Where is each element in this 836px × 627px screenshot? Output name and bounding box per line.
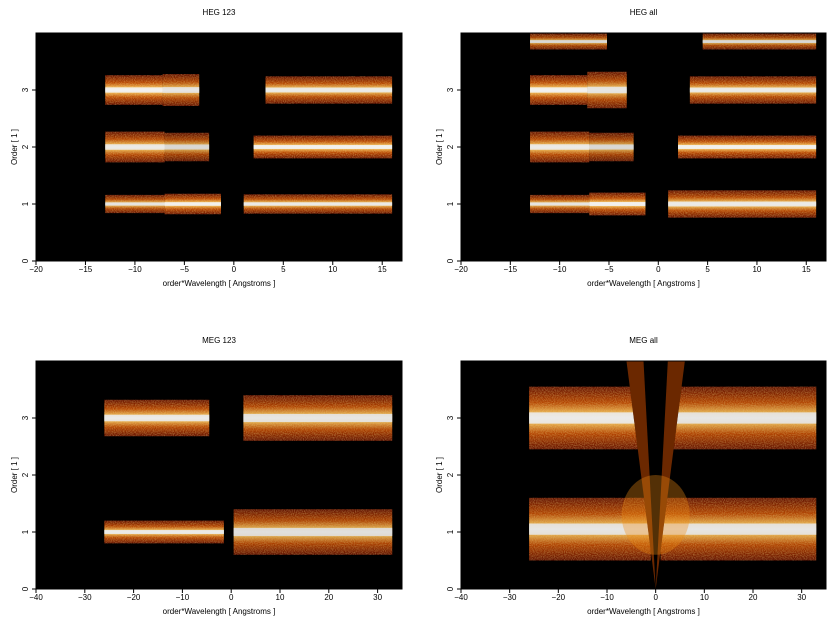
band-segment bbox=[678, 135, 817, 159]
band-segment bbox=[265, 76, 393, 104]
band-segment bbox=[233, 509, 393, 555]
x-tick-label: −10 bbox=[128, 265, 142, 274]
x-axis-label: order*Wavelength [ Angstroms ] bbox=[163, 279, 276, 288]
x-tick-label: 15 bbox=[378, 265, 387, 274]
band-segment bbox=[105, 194, 165, 214]
band-segment bbox=[253, 135, 393, 159]
y-tick-label: 0 bbox=[446, 258, 455, 263]
band-segment bbox=[589, 132, 634, 162]
band-segment bbox=[530, 194, 590, 214]
band-segment bbox=[530, 33, 607, 50]
x-tick-label: 30 bbox=[797, 593, 806, 602]
band-segment bbox=[702, 33, 817, 50]
x-tick-label: 0 bbox=[229, 593, 234, 602]
y-tick-label: 0 bbox=[21, 258, 30, 263]
chart-title: HEG all bbox=[630, 8, 658, 17]
band-segment bbox=[668, 190, 817, 218]
band-segment bbox=[243, 194, 393, 214]
x-axis-label: order*Wavelength [ Angstroms ] bbox=[587, 279, 700, 288]
x-tick-label: −20 bbox=[127, 593, 141, 602]
chart-title: MEG 123 bbox=[202, 336, 236, 345]
y-tick-label: 2 bbox=[21, 144, 30, 149]
band-segment bbox=[530, 131, 590, 163]
y-axis-label: Order [ 1 ] bbox=[435, 457, 444, 493]
y-tick-label: 3 bbox=[446, 415, 455, 420]
y-tick-label: 0 bbox=[446, 586, 455, 591]
x-tick-label: −30 bbox=[78, 593, 92, 602]
chart-panel-4: −40 −30 −20 −10 0 10 20 30 0 1 2 3 MEG all order*Wave… bbox=[435, 336, 827, 616]
x-tick-label: −30 bbox=[503, 593, 517, 602]
x-axis-label: order*Wavelength [ Angstroms ] bbox=[163, 607, 276, 616]
x-tick-label: −10 bbox=[553, 265, 567, 274]
band-segment bbox=[104, 399, 210, 437]
x-tick-label: 10 bbox=[328, 265, 337, 274]
x-tick-label: −10 bbox=[176, 593, 190, 602]
x-tick-label: −5 bbox=[180, 265, 190, 274]
band-segment bbox=[105, 75, 163, 105]
y-tick-label: 1 bbox=[21, 529, 30, 534]
y-tick-label: 3 bbox=[21, 415, 30, 420]
chart-title: HEG 123 bbox=[203, 8, 236, 17]
band-segment bbox=[660, 497, 817, 561]
y-tick-label: 2 bbox=[446, 144, 455, 149]
x-tick-label: −20 bbox=[29, 265, 43, 274]
x-tick-label: 0 bbox=[653, 593, 658, 602]
x-tick-label: 0 bbox=[232, 265, 237, 274]
y-tick-label: 3 bbox=[446, 87, 455, 92]
x-tick-label: −15 bbox=[79, 265, 93, 274]
y-tick-label: 3 bbox=[21, 87, 30, 92]
band-segment bbox=[105, 131, 165, 163]
y-axis-label: Order [ 1 ] bbox=[10, 457, 19, 493]
band-segment bbox=[529, 497, 651, 561]
x-tick-label: 10 bbox=[700, 593, 709, 602]
x-tick-label: −20 bbox=[552, 593, 566, 602]
chart-panel-2: −20 −15 −10 −5 0 5 10 15 0 1 2 3 HEG all order*Wavele… bbox=[435, 8, 827, 288]
x-tick-label: −5 bbox=[604, 265, 614, 274]
y-axis-label: Order [ 1 ] bbox=[10, 129, 19, 165]
x-tick-label: 10 bbox=[752, 265, 761, 274]
x-tick-label: 5 bbox=[281, 265, 286, 274]
x-tick-label: 5 bbox=[705, 265, 710, 274]
band-segment bbox=[660, 386, 817, 450]
x-tick-label: −20 bbox=[454, 265, 468, 274]
band-segment bbox=[529, 386, 651, 450]
y-tick-label: 1 bbox=[21, 201, 30, 206]
x-tick-label: −15 bbox=[504, 265, 518, 274]
x-tick-label: −40 bbox=[29, 593, 43, 602]
y-tick-label: 0 bbox=[21, 586, 30, 591]
x-axis-label: order*Wavelength [ Angstroms ] bbox=[587, 607, 700, 616]
band-segment bbox=[587, 71, 627, 109]
zeroth-order-fan bbox=[621, 361, 690, 589]
band-segment bbox=[243, 395, 393, 441]
x-tick-label: −10 bbox=[600, 593, 614, 602]
band-segment bbox=[104, 520, 224, 544]
x-tick-label: 15 bbox=[802, 265, 811, 274]
chart-panel-1: −20 −15 −10 −5 0 5 10 15 0 1 2 3 HEG 123 order*Wavele… bbox=[10, 8, 403, 288]
x-tick-label: 10 bbox=[276, 593, 285, 602]
x-tick-label: 20 bbox=[749, 593, 758, 602]
y-tick-label: 1 bbox=[446, 201, 455, 206]
x-tick-label: 30 bbox=[373, 593, 382, 602]
band-segment bbox=[589, 192, 646, 216]
band-segment bbox=[689, 76, 817, 104]
chart-panel-3: −40 −30 −20 −10 0 10 20 30 0 1 2 3 MEG 123 order*Wave… bbox=[10, 336, 403, 616]
y-axis-label: Order [ 1 ] bbox=[435, 129, 444, 165]
x-tick-label: 20 bbox=[324, 593, 333, 602]
band-segment bbox=[164, 132, 210, 162]
x-tick-label: 0 bbox=[656, 265, 661, 274]
x-tick-label: −40 bbox=[454, 593, 468, 602]
y-tick-label: 2 bbox=[446, 472, 455, 477]
y-tick-label: 1 bbox=[446, 529, 455, 534]
y-tick-label: 2 bbox=[21, 472, 30, 477]
band-segment bbox=[530, 75, 588, 105]
band-segment bbox=[162, 74, 200, 106]
band-segment bbox=[164, 193, 221, 215]
chart-title: MEG all bbox=[629, 336, 658, 345]
